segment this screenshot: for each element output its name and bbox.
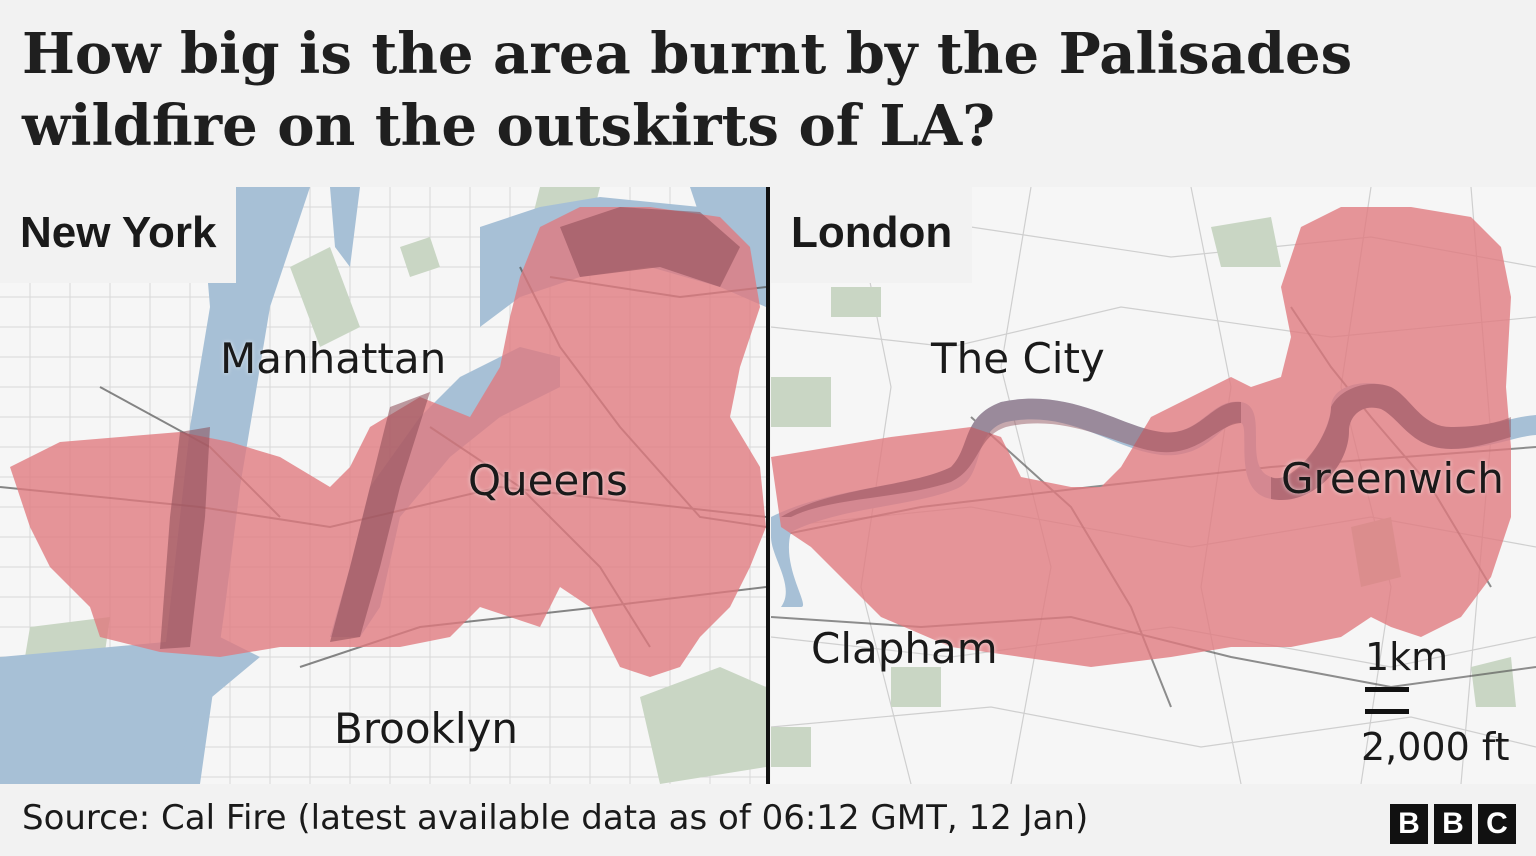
- place-label-manhattan: Manhattan: [220, 334, 447, 383]
- source-note: Source: Cal Fire (latest available data …: [22, 798, 1089, 838]
- chart-title: How big is the area burnt by the Palisad…: [22, 21, 1353, 159]
- place-label-queens: Queens: [468, 456, 628, 505]
- new-york-map: New York Manhattan Queens Brooklyn: [0, 187, 766, 784]
- new-york-map-graphic: [0, 187, 766, 784]
- place-label-brooklyn: Brooklyn: [334, 704, 519, 753]
- london-map: London The City Greenwich Clapham 1km 2,…: [771, 187, 1536, 784]
- scale-label-ft: 2,000 ft: [1361, 725, 1510, 769]
- scale-bar-km: [1365, 687, 1409, 692]
- bbc-logo-letter: C: [1478, 804, 1516, 844]
- footer: Source: Cal Fire (latest available data …: [0, 786, 1536, 856]
- place-label-greenwich: Greenwich: [1281, 454, 1504, 503]
- place-label-clapham: Clapham: [811, 624, 998, 673]
- london-map-graphic: [771, 187, 1536, 784]
- place-label-the-city: The City: [931, 334, 1105, 383]
- bbc-logo-letter: B: [1434, 804, 1472, 844]
- bbc-logo: B B C: [1390, 804, 1516, 844]
- bbc-logo-letter: B: [1390, 804, 1428, 844]
- london-label: London: [771, 187, 973, 283]
- scale-label-km: 1km: [1365, 635, 1449, 679]
- panel-divider: [766, 187, 770, 784]
- scale-bar-ft: [1365, 709, 1409, 714]
- new-york-label: New York: [0, 187, 237, 283]
